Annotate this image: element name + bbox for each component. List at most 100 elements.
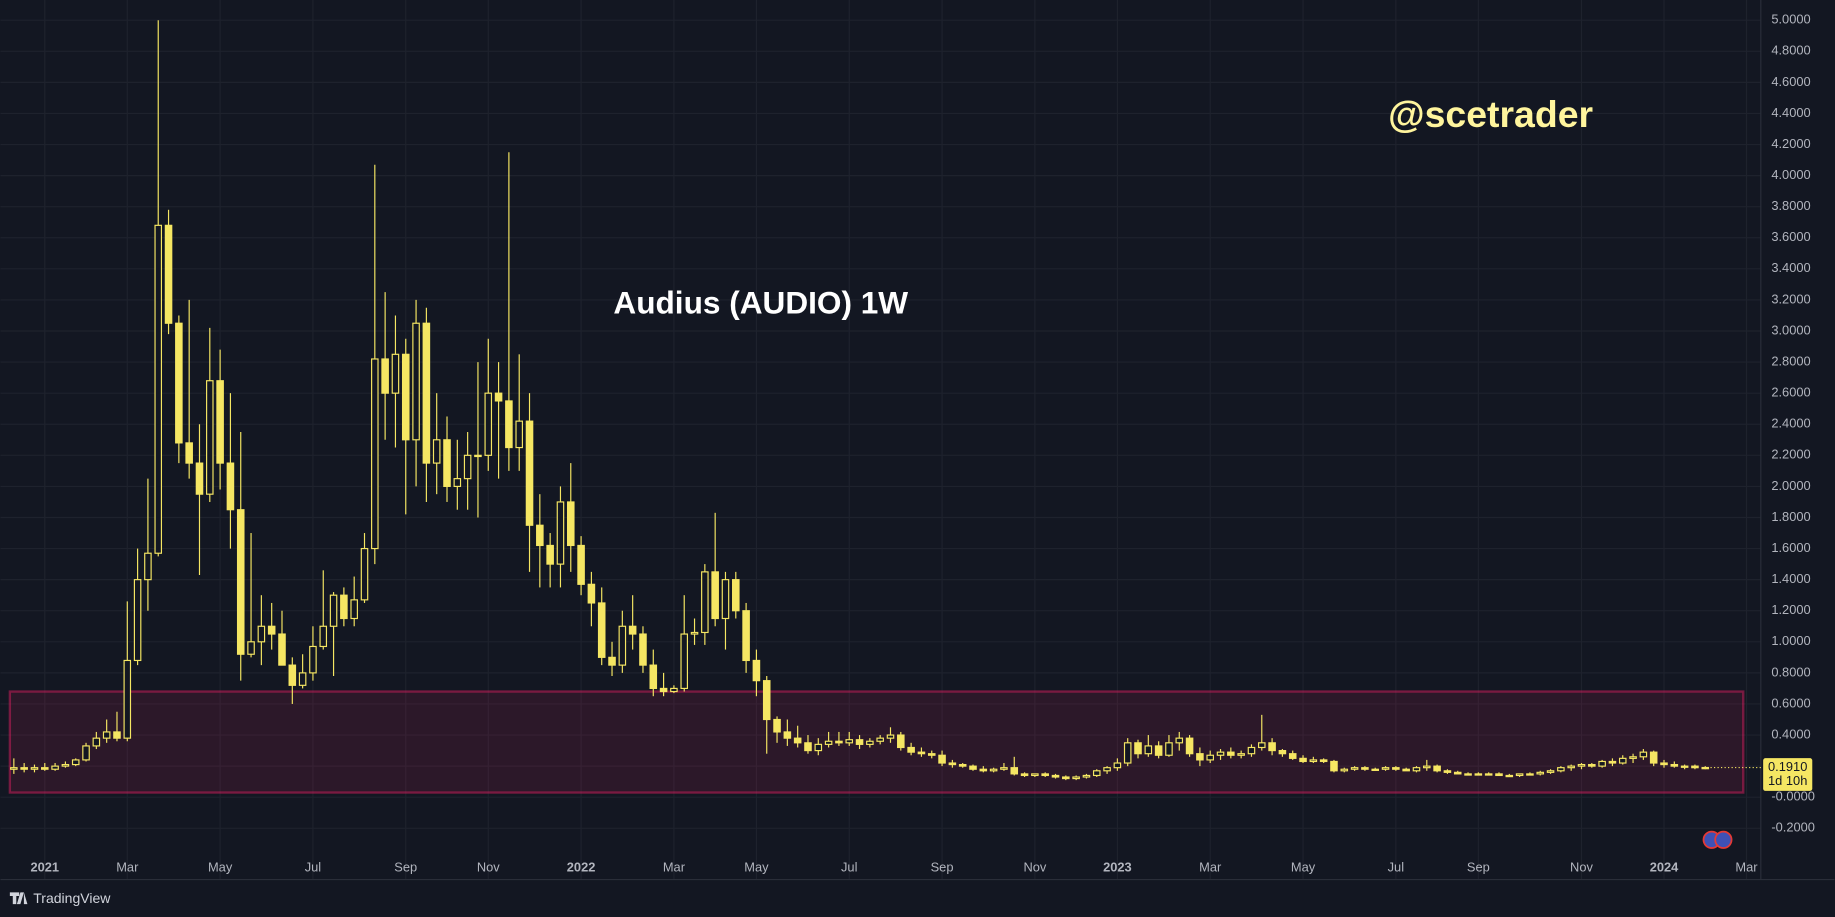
candle-body: [1464, 773, 1472, 776]
candle-body: [711, 571, 719, 620]
candle-body: [804, 742, 812, 752]
candle-body: [546, 544, 554, 565]
candle-body: [1392, 767, 1400, 770]
x-tick-label: May: [1291, 859, 1316, 874]
candle-body: [618, 625, 627, 666]
candle-body: [742, 610, 750, 662]
x-tick-label: Jul: [841, 859, 857, 874]
candle-body: [412, 322, 420, 441]
candle-body: [288, 664, 297, 686]
candle-body: [154, 224, 163, 554]
candle-body: [525, 420, 534, 526]
candle-body: [897, 734, 905, 749]
candle-body: [1144, 745, 1153, 755]
support-zone: [8, 690, 1745, 794]
candle-body: [958, 763, 967, 767]
candle-body: [1288, 753, 1297, 759]
x-tick-label: Mar: [663, 859, 686, 874]
candle-body: [670, 687, 678, 693]
candle-body: [793, 737, 802, 744]
candle-body: [1526, 773, 1534, 776]
candle-body: [164, 224, 173, 324]
candle-body: [1237, 753, 1245, 756]
y-tick-label: 0.4000: [1771, 726, 1810, 741]
candle-body: [1484, 773, 1493, 776]
candle-body: [484, 392, 493, 456]
candle-body: [494, 392, 503, 402]
x-tick-label: Mar: [1735, 859, 1758, 874]
candle-body: [876, 737, 884, 742]
candle-body: [866, 740, 874, 745]
candle-body: [845, 739, 854, 744]
candle-body: [1412, 767, 1421, 772]
candle-body: [422, 322, 431, 464]
candle-body: [1598, 760, 1606, 767]
candle-body: [329, 594, 338, 627]
candle-body: [391, 353, 400, 394]
y-tick-label: 2.4000: [1771, 416, 1810, 431]
y-tick-label: 1.8000: [1771, 509, 1810, 524]
candle-body: [175, 322, 183, 444]
candle-body: [1227, 751, 1235, 756]
candle-body: [71, 759, 80, 766]
candle-body: [1247, 746, 1256, 755]
y-tick-label: -0.2000: [1771, 820, 1815, 835]
candle-body: [1051, 774, 1060, 778]
candle-body: [1041, 773, 1049, 777]
x-tick-label: Jul: [305, 859, 321, 874]
candle-body: [10, 767, 18, 770]
candle-body: [505, 400, 513, 449]
candle-body: [587, 583, 596, 604]
candle-body: [814, 743, 823, 752]
x-tick-label: May: [208, 859, 233, 874]
x-tick-label: Sep: [394, 859, 417, 874]
candle-body: [371, 358, 379, 550]
candle-body: [1670, 763, 1679, 767]
candle-body: [1185, 737, 1194, 755]
y-tick-label: 4.0000: [1771, 167, 1810, 182]
candle-body: [267, 625, 276, 635]
candle-body: [1257, 742, 1266, 749]
candle-body: [1134, 742, 1142, 755]
candle-body: [1588, 763, 1596, 767]
candle-body: [1361, 767, 1369, 770]
candle-body: [1113, 762, 1122, 769]
y-tick-label: 2.0000: [1771, 478, 1810, 493]
candle-body: [1268, 742, 1276, 752]
candle-body: [680, 633, 689, 690]
candle-body: [61, 763, 70, 767]
x-tick-label: Sep: [1467, 859, 1490, 874]
candle-body: [690, 631, 699, 635]
candle-body: [51, 765, 59, 770]
candle-body: [783, 731, 792, 739]
candle-body: [92, 737, 101, 747]
candle-body: [360, 547, 369, 601]
candle-body: [515, 420, 523, 449]
y-tick-label: 0.8000: [1771, 664, 1810, 679]
y-tick-label: 3.0000: [1771, 322, 1810, 337]
candle-body: [298, 672, 307, 686]
candle-body: [113, 731, 121, 739]
candle-body: [1175, 737, 1184, 744]
candle-body: [1299, 757, 1307, 763]
brand-name: TradingView: [33, 890, 111, 906]
icon[interactable]: [1714, 830, 1733, 849]
candle-body: [1103, 767, 1111, 772]
last-price-label: 0.1910: [1768, 759, 1807, 774]
candle-body: [195, 462, 204, 495]
candle-body: [1340, 768, 1349, 772]
candle-body: [1453, 771, 1462, 775]
candle-body: [257, 625, 266, 643]
candle-body: [1154, 745, 1163, 756]
candle-body: [1443, 770, 1452, 773]
candle-body: [443, 439, 451, 487]
y-tick-label: 4.6000: [1771, 74, 1810, 89]
candle-body: [1123, 742, 1132, 764]
candle-body: [1330, 760, 1338, 772]
candle-body: [20, 767, 28, 770]
candle-body: [1010, 767, 1019, 775]
y-tick-label: 1.0000: [1771, 633, 1810, 648]
